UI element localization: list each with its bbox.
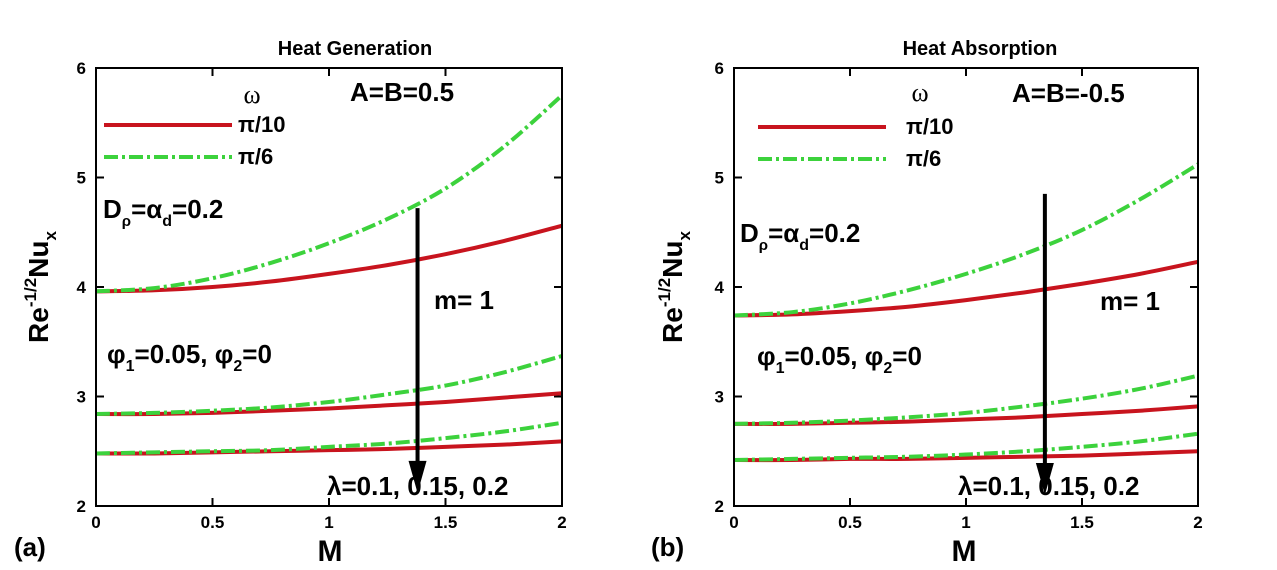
- panel-label: (b): [651, 532, 684, 562]
- legend-label-pi10: π/10: [238, 112, 285, 137]
- x-axis-label: M: [952, 535, 977, 568]
- legend-label-pi6: π/6: [906, 146, 941, 171]
- panel-label: (a): [14, 532, 46, 562]
- annotation-lambda: λ=0.1, 0.15, 0.2: [327, 471, 508, 501]
- panel-a: Heat Generation (a) M Re-1/2Nux 0 0.5 1 1.5…: [14, 38, 567, 568]
- y-tick-label: 4: [715, 278, 725, 297]
- legend-label-pi10: π/10: [906, 114, 953, 139]
- series-line-pi10-lambda-0.2: [733, 449, 1199, 463]
- annotation-phi: φ1=0.05, φ2=0: [757, 341, 922, 377]
- svg-text:Re-1/2Nux: Re-1/2Nux: [655, 231, 694, 343]
- plot-frame: [733, 67, 1199, 507]
- y-tick-label: 2: [77, 497, 86, 516]
- x-tick-label: 0.5: [838, 513, 862, 532]
- legend-title: ω: [243, 80, 260, 109]
- annotation-m: m= 1: [1100, 286, 1160, 316]
- series-line-pi10-lambda-0.1: [733, 259, 1199, 318]
- y-tick-label: 4: [77, 278, 87, 297]
- annotation-phi: φ1=0.05, φ2=0: [107, 339, 272, 375]
- x-axis-label: M: [318, 535, 343, 568]
- plot-frame: [95, 67, 563, 507]
- panel-b: Heat Absorption (b) M Re-1/2Nux 0 0.5 1 1.5…: [651, 38, 1203, 568]
- x-tick-label: 0: [91, 513, 100, 532]
- x-tick-label: 0: [729, 513, 738, 532]
- series-line-pi6-lambda-0.2: [733, 431, 1199, 463]
- legend-label-pi6: π/6: [238, 144, 273, 169]
- x-tick-label: 1: [961, 513, 970, 532]
- y-tick-label: 5: [715, 169, 724, 188]
- y-tick-label: 6: [715, 59, 724, 78]
- series-line-pi6-lambda-0.2: [95, 420, 563, 456]
- svg-text:Re-1/2Nux: Re-1/2Nux: [21, 231, 60, 343]
- x-tick-label: 2: [1193, 513, 1202, 532]
- x-tick-label: 1: [324, 513, 333, 532]
- annotation-lambda: λ=0.1, 0.15, 0.2: [958, 471, 1139, 501]
- y-tick-label: 2: [715, 497, 724, 516]
- lambda-arrow-head: [408, 460, 427, 493]
- y-tick-label: 3: [77, 388, 86, 407]
- y-tick-label: 5: [77, 169, 86, 188]
- lambda-arrow-head: [1035, 463, 1054, 496]
- annotation-ab: A=B=-0.5: [1012, 78, 1125, 108]
- y-axis-label: Re-1/2Nux: [21, 231, 60, 343]
- x-tick-label: 1.5: [1070, 513, 1094, 532]
- series-line-pi6-lambda-0.1: [733, 162, 1200, 318]
- x-tick-label: 1.5: [434, 513, 458, 532]
- legend-title: ω: [911, 78, 928, 107]
- annotation-ab: A=B=0.5: [350, 77, 454, 107]
- series-line-pi6-lambda-0.15: [733, 373, 1199, 426]
- chart-title: Heat Generation: [278, 38, 432, 60]
- annotation-d-rho: Dρ=αd=0.2: [103, 194, 223, 230]
- annotation-d-rho: Dρ=αd=0.2: [740, 218, 860, 254]
- series-line-pi6-lambda-0.15: [95, 354, 563, 417]
- y-axis-label: Re-1/2Nux: [655, 231, 694, 343]
- series-line-pi10-lambda-0.1: [95, 223, 563, 294]
- chart-title: Heat Absorption: [903, 38, 1058, 60]
- x-tick-label: 0.5: [201, 513, 225, 532]
- x-tick-label: 2: [557, 513, 566, 532]
- y-tick-label: 3: [715, 388, 724, 407]
- annotation-m: m= 1: [434, 285, 494, 315]
- y-tick-label: 6: [77, 59, 86, 78]
- series-line-pi10-lambda-0.15: [733, 404, 1199, 426]
- series-line-pi6-lambda-0.1: [95, 93, 564, 294]
